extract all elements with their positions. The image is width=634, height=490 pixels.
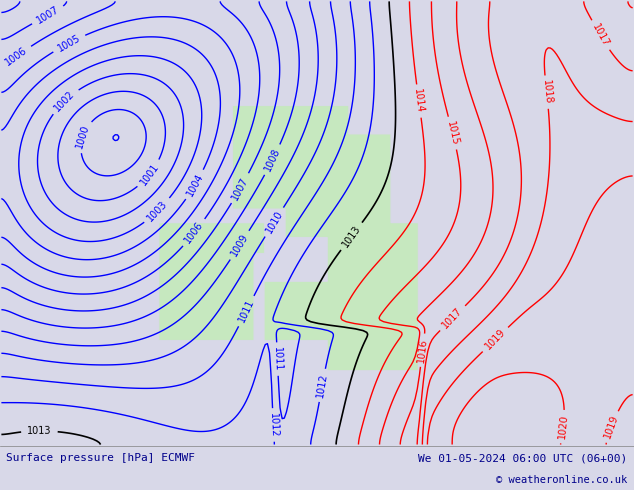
Text: 1003: 1003 <box>146 198 170 223</box>
Text: 1006: 1006 <box>183 220 205 245</box>
Text: 1001: 1001 <box>138 161 161 187</box>
Text: 1018: 1018 <box>541 79 553 105</box>
Text: 1017: 1017 <box>441 306 465 331</box>
Text: We 01-05-2024 06:00 UTC (06+00): We 01-05-2024 06:00 UTC (06+00) <box>418 453 628 463</box>
Text: 1007: 1007 <box>35 4 61 26</box>
Text: 1017: 1017 <box>590 22 611 49</box>
Text: 1013: 1013 <box>27 426 52 436</box>
Text: 1015: 1015 <box>445 120 460 146</box>
Text: 1005: 1005 <box>56 33 82 53</box>
Text: 1013: 1013 <box>340 223 363 249</box>
Text: © weatheronline.co.uk: © weatheronline.co.uk <box>496 475 628 485</box>
Text: 1011: 1011 <box>272 346 283 371</box>
Text: 1007: 1007 <box>230 175 250 201</box>
Text: 1004: 1004 <box>185 172 205 198</box>
Text: 1000: 1000 <box>75 123 91 150</box>
Text: Surface pressure [hPa] ECMWF: Surface pressure [hPa] ECMWF <box>6 453 195 463</box>
Text: 1011: 1011 <box>236 298 256 324</box>
Text: 1002: 1002 <box>53 89 77 113</box>
Text: 1019: 1019 <box>602 414 620 440</box>
Text: 1014: 1014 <box>412 88 425 114</box>
Text: 1012: 1012 <box>315 372 329 398</box>
Text: 1019: 1019 <box>483 327 507 352</box>
Text: 1010: 1010 <box>264 209 285 235</box>
Text: 1012: 1012 <box>268 413 279 438</box>
Text: 1009: 1009 <box>229 232 250 258</box>
Text: 1006: 1006 <box>4 45 29 68</box>
Text: 1008: 1008 <box>263 147 282 173</box>
Text: 1016: 1016 <box>416 338 429 363</box>
Text: 1020: 1020 <box>557 414 569 440</box>
